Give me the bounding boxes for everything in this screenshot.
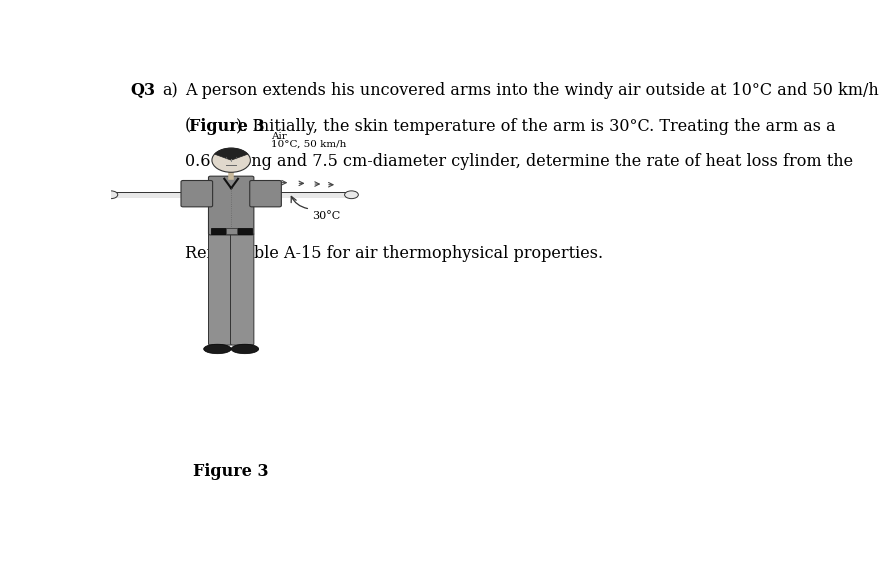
Text: A person extends his uncovered arms into the windy air outside at 10°C and 50 km: A person extends his uncovered arms into… [185, 82, 878, 99]
Wedge shape [214, 148, 247, 160]
Circle shape [212, 148, 250, 172]
Text: a): a) [162, 82, 178, 99]
Ellipse shape [231, 344, 259, 354]
Text: Figure 3: Figure 3 [193, 463, 268, 480]
Text: arm.: arm. [185, 188, 222, 206]
Text: (: ( [185, 118, 191, 135]
FancyBboxPatch shape [208, 176, 253, 235]
FancyBboxPatch shape [250, 181, 281, 207]
Bar [210, 228, 252, 234]
Bar [225, 228, 237, 234]
Ellipse shape [204, 344, 231, 354]
Text: 30°C: 30°C [312, 211, 340, 220]
Text: Q3: Q3 [130, 82, 155, 99]
FancyBboxPatch shape [181, 181, 213, 207]
FancyBboxPatch shape [208, 233, 231, 345]
Ellipse shape [104, 191, 118, 199]
Text: 0.6 m-long and 7.5 cm-diameter cylinder, determine the rate of heat loss from th: 0.6 m-long and 7.5 cm-diameter cylinder,… [185, 153, 852, 171]
FancyBboxPatch shape [230, 233, 253, 345]
Text: ). Initially, the skin temperature of the arm is 30°C. Treating the arm as a: ). Initially, the skin temperature of th… [236, 118, 835, 135]
Text: Figure 3: Figure 3 [189, 118, 264, 135]
Ellipse shape [344, 191, 358, 199]
Text: Air: Air [271, 132, 286, 141]
Text: 10°C, 50 km/h: 10°C, 50 km/h [271, 140, 346, 149]
Text: Refer Table A-15 for air thermophysical properties.: Refer Table A-15 for air thermophysical … [185, 245, 602, 263]
